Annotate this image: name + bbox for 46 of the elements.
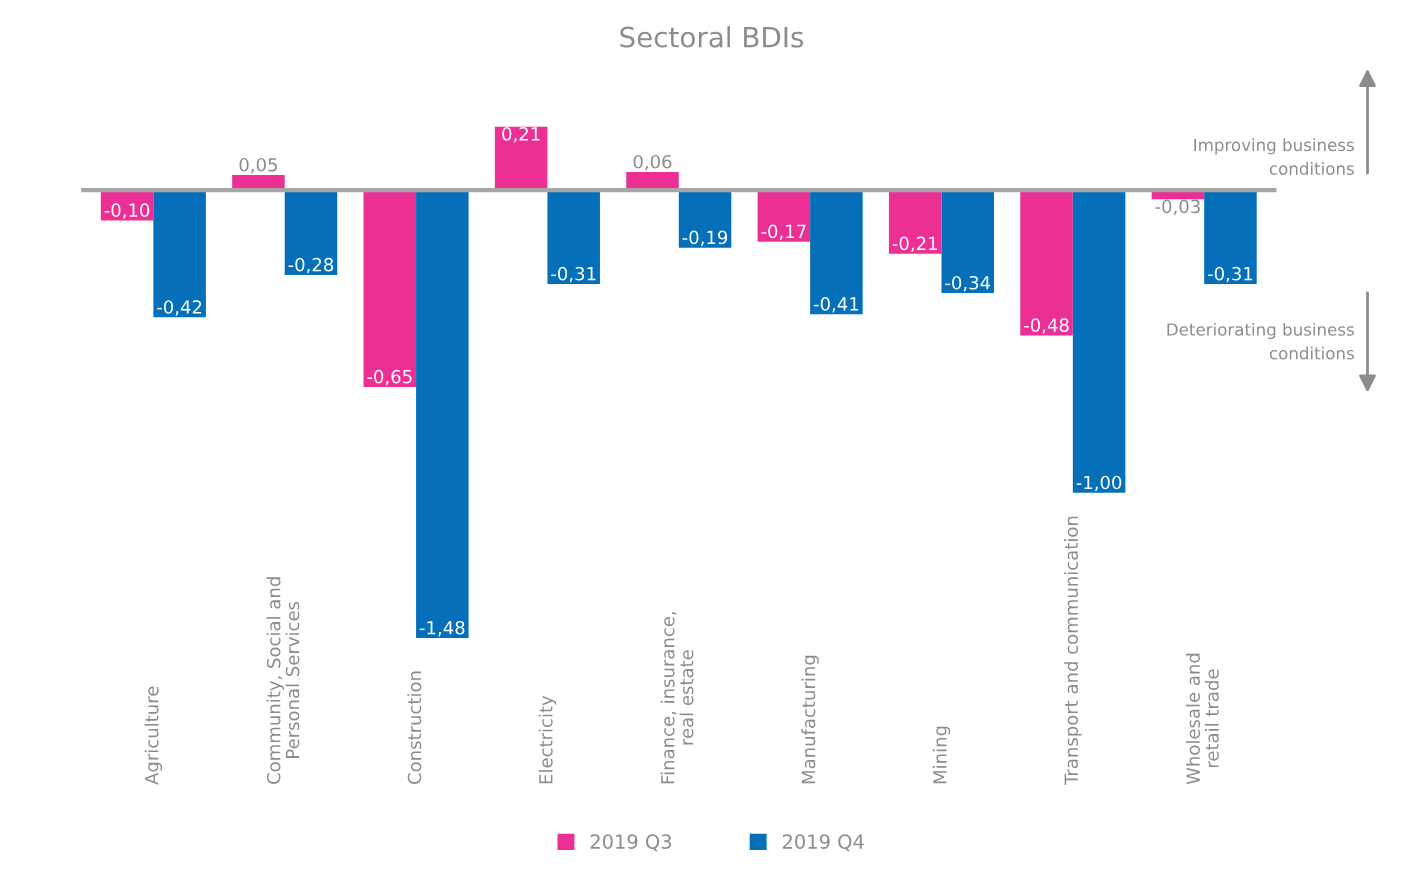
bar [1204, 190, 1257, 285]
data-label: -0,48 [1024, 318, 1069, 334]
bar [494, 126, 548, 191]
data-label: -0,65 [367, 369, 412, 386]
data-label: -0,34 [945, 275, 991, 292]
bar [547, 190, 600, 285]
bar [678, 190, 732, 248]
x-tick-label: Mining [932, 726, 951, 784]
data-label: -0,31 [551, 266, 596, 283]
bar [888, 190, 942, 254]
bar [153, 190, 206, 318]
bar [284, 190, 338, 275]
data-label: 0,05 [239, 157, 277, 174]
x-tick-label: Construction [407, 671, 422, 784]
data-label: 0,21 [502, 126, 540, 143]
data-label: -0,41 [813, 297, 859, 313]
data-label: -0,17 [761, 224, 806, 240]
data-label: -0,31 [1207, 266, 1253, 283]
data-label: 0,06 [633, 154, 672, 171]
data-label: -0,03 [1155, 199, 1200, 216]
x-tick-label: Wholesale and retail trade [1186, 653, 1219, 785]
data-label: -1,48 [419, 620, 465, 637]
x-tick-label: Transport and communication [1064, 516, 1082, 785]
bar [1072, 190, 1126, 493]
data-label: -0,28 [288, 257, 334, 274]
x-tick-label: Electricity [538, 695, 557, 784]
data-label: -0,19 [682, 230, 728, 247]
legend-label: 2019 Q3 [590, 834, 672, 852]
x-tick-label: Agriculture [144, 686, 163, 785]
bar [416, 190, 469, 639]
data-label: -0,10 [104, 203, 150, 219]
bar [941, 190, 995, 294]
bar [810, 190, 863, 315]
bar [363, 190, 417, 387]
data-label: -0,42 [157, 300, 202, 316]
data-label: -0,21 [892, 236, 937, 253]
annotation: Improving business conditions [1194, 138, 1354, 175]
x-tick-label: Finance, insurance, real estate [660, 612, 694, 784]
annotation: Deteriorating business conditions [1167, 322, 1354, 360]
data-label: -1,00 [1076, 475, 1122, 492]
x-tick-label: Manufacturing [801, 655, 819, 784]
bar [1020, 190, 1073, 336]
legend-label: 2019 Q4 [782, 834, 864, 852]
bar [757, 190, 811, 242]
x-tick-label: Community, Social and Personal Services [266, 577, 300, 784]
chart-title: Sectoral BDIs [620, 26, 804, 48]
